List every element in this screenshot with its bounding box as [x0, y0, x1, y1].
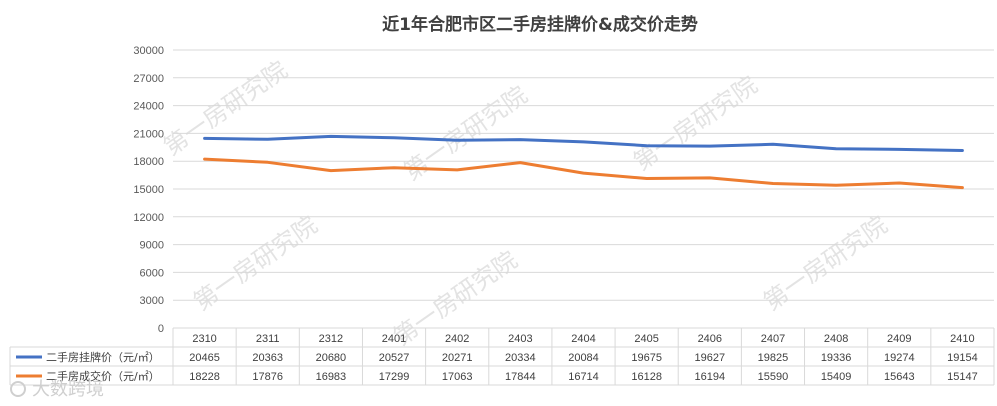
- legend-entry: 二手房成交价（元/㎡）: [46, 369, 160, 383]
- data-label: 19336: [821, 352, 852, 364]
- data-label: 20334: [505, 352, 536, 364]
- y-tick-label: 18000: [133, 156, 164, 168]
- x-tick-label: 2409: [887, 333, 911, 345]
- data-label: 20084: [568, 352, 599, 364]
- data-label: 20271: [442, 352, 473, 364]
- data-label: 16128: [631, 371, 662, 383]
- data-label: 20680: [316, 352, 347, 364]
- x-tick-label: 2401: [382, 333, 406, 345]
- data-label: 20527: [379, 352, 410, 364]
- x-tick-label: 2312: [319, 333, 343, 345]
- y-tick-label: 0: [158, 323, 164, 335]
- data-label: 16714: [568, 371, 599, 383]
- y-axis: 0 3000 6000 9000 12000 15000 18000 21000 24000 27…: [133, 45, 164, 335]
- x-tick-label: 2406: [698, 333, 722, 345]
- data-label: 17299: [379, 371, 410, 383]
- series-lines: [203, 134, 964, 190]
- data-label: 16194: [695, 371, 726, 383]
- x-tick-label: 2311: [256, 333, 280, 345]
- legend-entry: 二手房挂牌价（元/㎡）: [46, 350, 160, 364]
- y-tick-label: 9000: [140, 240, 164, 252]
- x-tick-label: 2402: [445, 333, 469, 345]
- data-label: 15409: [821, 371, 852, 383]
- y-tick-label: 15000: [133, 184, 164, 196]
- x-tick-label: 2405: [634, 333, 658, 345]
- y-tick-label: 6000: [140, 267, 164, 279]
- data-label: 15147: [947, 371, 978, 383]
- data-label: 17844: [505, 371, 536, 383]
- watermark-text: 第一房研究院: [158, 56, 292, 162]
- data-label: 19274: [884, 352, 915, 364]
- data-label: 19825: [758, 352, 789, 364]
- chart-title: 近1年合肥市区二手房挂牌价&成交价走势: [382, 14, 698, 35]
- data-label: 19154: [947, 352, 978, 364]
- data-label: 20465: [189, 352, 220, 364]
- series-line: [203, 157, 964, 190]
- y-tick-label: 12000: [133, 212, 164, 224]
- x-tick-label: 2408: [824, 333, 848, 345]
- y-tick-label: 24000: [133, 101, 164, 113]
- x-tick-label: 2410: [950, 333, 974, 345]
- data-label: 16983: [316, 371, 347, 383]
- y-tick-label: 27000: [133, 73, 164, 85]
- data-label: 17063: [442, 371, 473, 383]
- watermark-text: 第一房研究院: [628, 71, 762, 177]
- data-label: 18228: [189, 371, 220, 383]
- brand-text: 大数跨境: [32, 379, 104, 400]
- data-label: 20363: [252, 352, 283, 364]
- data-table: 2310 2311 2312 2401 2402 2403 2404 2405 2406 2407…: [9, 327, 995, 386]
- series-line: [203, 134, 964, 152]
- y-tick-label: 30000: [133, 45, 164, 57]
- brand-watermark: 大数跨境: [10, 379, 104, 400]
- gridlines: [173, 49, 994, 329]
- data-label: 17876: [252, 371, 283, 383]
- data-label: 15643: [884, 371, 915, 383]
- x-tick-label: 2404: [571, 333, 595, 345]
- brand-logo-icon: [10, 381, 26, 397]
- y-tick-label: 21000: [133, 128, 164, 140]
- data-label: 19627: [695, 352, 726, 364]
- x-tick-label: 2407: [761, 333, 785, 345]
- y-tick-label: 3000: [140, 295, 164, 307]
- x-tick-label: 2403: [508, 333, 532, 345]
- data-label: 19675: [631, 352, 662, 364]
- x-tick-label: 2310: [192, 333, 216, 345]
- data-label: 15590: [758, 371, 789, 383]
